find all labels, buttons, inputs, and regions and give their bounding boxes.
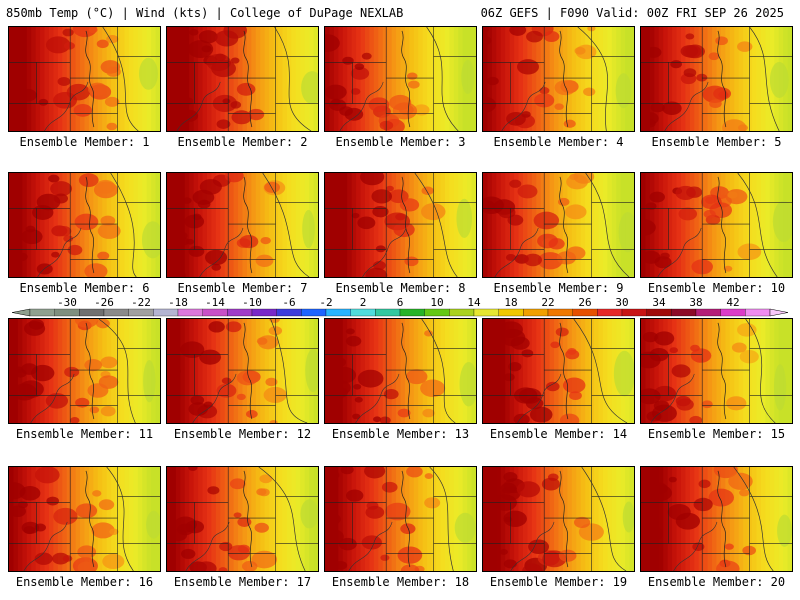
ensemble-map-15 xyxy=(640,318,793,424)
colorbar-swatch xyxy=(325,308,351,317)
ensemble-caption-7: Ensemble Member: 7 xyxy=(177,281,308,295)
ensemble-map-19 xyxy=(482,466,635,572)
colorbar-label: -2 xyxy=(319,296,332,309)
colorbar-swatch xyxy=(621,308,647,317)
colorbar-swatch xyxy=(572,308,598,317)
colorbar-swatch xyxy=(473,308,499,317)
colorbar-swatch xyxy=(745,308,771,317)
colorbar-label: -18 xyxy=(168,296,188,309)
ensemble-map-18 xyxy=(324,466,477,572)
temperature-colorbar: -30 -26 -22 -18 -14 -10 -6 -2 2 6 10 14 18 22 26 30 34 38… xyxy=(11,296,789,317)
colorbar-swatch xyxy=(103,308,129,317)
ensemble-map-4 xyxy=(482,26,635,132)
colorbar-high-arrow xyxy=(769,308,789,317)
colorbar-swatch xyxy=(54,308,80,317)
ensemble-map-20 xyxy=(640,466,793,572)
colorbar-label: 26 xyxy=(578,296,591,309)
colorbar-label: 10 xyxy=(430,296,443,309)
ensemble-map-3 xyxy=(324,26,477,132)
ensemble-caption-17: Ensemble Member: 17 xyxy=(173,575,312,589)
ensemble-map-1 xyxy=(8,26,161,132)
colorbar-swatch xyxy=(350,308,376,317)
ensemble-caption-19: Ensemble Member: 19 xyxy=(489,575,628,589)
colorbar-swatch xyxy=(695,308,721,317)
colorbar-swatch xyxy=(153,308,179,317)
colorbar-label: 38 xyxy=(689,296,702,309)
colorbar-swatch xyxy=(29,308,55,317)
ensemble-map-9 xyxy=(482,172,635,278)
ensemble-caption-12: Ensemble Member: 12 xyxy=(173,427,312,441)
ensemble-map-16 xyxy=(8,466,161,572)
colorbar-swatch xyxy=(79,308,105,317)
colorbar-label: 42 xyxy=(726,296,739,309)
ensemble-caption-9: Ensemble Member: 9 xyxy=(493,281,624,295)
colorbar-swatch xyxy=(547,308,573,317)
colorbar-label: 30 xyxy=(615,296,628,309)
colorbar-swatch xyxy=(276,308,302,317)
model-run-info: 06Z GEFS | F090 Valid: 00Z FRI SEP 26 20… xyxy=(480,6,784,20)
colorbar-swatch xyxy=(424,308,450,317)
ensemble-caption-4: Ensemble Member: 4 xyxy=(493,135,624,149)
ensemble-caption-5: Ensemble Member: 5 xyxy=(651,135,782,149)
colorbar-label: -10 xyxy=(242,296,262,309)
colorbar-label: 22 xyxy=(541,296,554,309)
colorbar-swatch xyxy=(399,308,425,317)
ensemble-caption-18: Ensemble Member: 18 xyxy=(331,575,470,589)
ensemble-caption-15: Ensemble Member: 15 xyxy=(647,427,786,441)
ensemble-caption-14: Ensemble Member: 14 xyxy=(489,427,628,441)
colorbar-swatch xyxy=(597,308,623,317)
colorbar-label: -6 xyxy=(282,296,295,309)
colorbar-swatch xyxy=(720,308,746,317)
ensemble-caption-8: Ensemble Member: 8 xyxy=(335,281,466,295)
ensemble-map-10 xyxy=(640,172,793,278)
ensemble-map-17 xyxy=(166,466,319,572)
colorbar-label: 2 xyxy=(360,296,367,309)
colorbar-low-arrow xyxy=(11,308,31,317)
colorbar-swatch xyxy=(227,308,253,317)
ensemble-map-7 xyxy=(166,172,319,278)
ensemble-caption-2: Ensemble Member: 2 xyxy=(177,135,308,149)
colorbar-label: -30 xyxy=(57,296,77,309)
map-title: 850mb Temp (°C) | Wind (kts) | College o… xyxy=(6,6,404,20)
colorbar-label: 34 xyxy=(652,296,666,309)
colorbar-label: -22 xyxy=(131,296,151,309)
colorbar-swatch xyxy=(375,308,401,317)
colorbar-swatch xyxy=(646,308,672,317)
ensemble-map-6 xyxy=(8,172,161,278)
colorbar-label: -26 xyxy=(94,296,114,309)
colorbar-label: 18 xyxy=(504,296,517,309)
ensemble-map-8 xyxy=(324,172,477,278)
colorbar-swatch xyxy=(449,308,475,317)
ensemble-map-2 xyxy=(166,26,319,132)
ensemble-map-12 xyxy=(166,318,319,424)
ensemble-caption-20: Ensemble Member: 20 xyxy=(647,575,786,589)
colorbar-swatch xyxy=(128,308,154,317)
ensemble-caption-1: Ensemble Member: 1 xyxy=(19,135,150,149)
ensemble-caption-16: Ensemble Member: 16 xyxy=(15,575,154,589)
ensemble-caption-13: Ensemble Member: 13 xyxy=(331,427,470,441)
ensemble-caption-6: Ensemble Member: 6 xyxy=(19,281,150,295)
ensemble-caption-3: Ensemble Member: 3 xyxy=(335,135,466,149)
colorbar-label: -14 xyxy=(205,296,225,309)
colorbar-label: 14 xyxy=(467,296,481,309)
colorbar-swatch xyxy=(177,308,203,317)
ensemble-map-13 xyxy=(324,318,477,424)
ensemble-map-14 xyxy=(482,318,635,424)
ensemble-caption-11: Ensemble Member: 11 xyxy=(15,427,154,441)
ensemble-caption-10: Ensemble Member: 10 xyxy=(647,281,786,295)
colorbar-swatch xyxy=(523,308,549,317)
colorbar-swatch xyxy=(498,308,524,317)
ensemble-map-11 xyxy=(8,318,161,424)
colorbar-swatch xyxy=(671,308,697,317)
colorbar-label: 6 xyxy=(397,296,404,309)
colorbar-swatch xyxy=(202,308,228,317)
ensemble-map-5 xyxy=(640,26,793,132)
colorbar-swatch xyxy=(301,308,327,317)
colorbar-swatch xyxy=(251,308,277,317)
